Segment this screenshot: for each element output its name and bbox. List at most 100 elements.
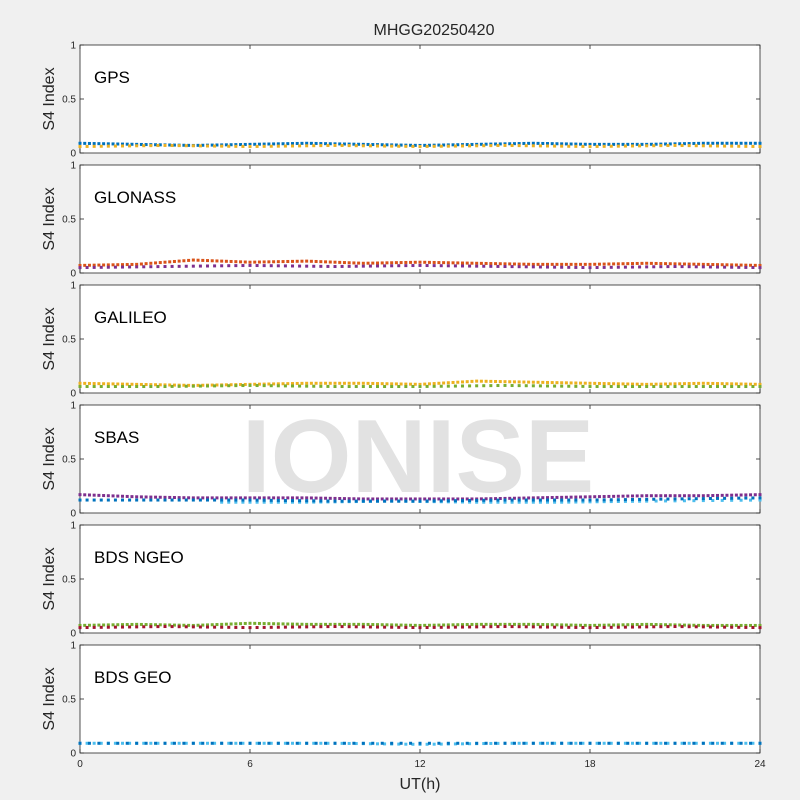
data-point	[753, 493, 757, 497]
data-point	[631, 144, 634, 148]
data-point	[354, 264, 358, 268]
data-point	[631, 625, 634, 629]
data-point	[354, 625, 358, 629]
data-point	[649, 382, 653, 386]
data-point	[687, 497, 691, 501]
data-point	[470, 379, 474, 383]
data-point	[579, 623, 583, 627]
data-point	[527, 262, 531, 266]
data-point	[340, 144, 344, 148]
data-point	[399, 382, 403, 386]
data-point	[97, 263, 101, 267]
data-point	[654, 494, 658, 498]
data-point	[725, 493, 729, 497]
data-point	[461, 499, 464, 503]
data-point	[640, 261, 644, 265]
series-1	[78, 383, 762, 389]
plot-area	[79, 644, 761, 754]
x-tick-label: 12	[414, 759, 426, 770]
data-point	[602, 500, 606, 504]
data-point	[309, 381, 313, 385]
data-point	[142, 498, 146, 502]
data-point	[276, 496, 280, 500]
data-point	[569, 741, 573, 745]
data-point	[694, 625, 698, 629]
data-point	[678, 382, 682, 386]
data-point	[512, 380, 516, 384]
data-point	[227, 741, 231, 745]
data-point	[113, 741, 117, 745]
data-point	[560, 623, 564, 627]
data-point	[635, 382, 639, 386]
data-point	[555, 623, 559, 627]
data-point	[361, 144, 365, 148]
y-tick-label: 0.5	[62, 95, 76, 106]
data-point	[390, 264, 394, 268]
data-point	[262, 622, 266, 626]
data-point	[116, 142, 120, 146]
data-point	[144, 495, 148, 499]
data-point	[730, 625, 734, 629]
data-point	[687, 385, 691, 389]
data-point	[739, 741, 743, 745]
data-point	[215, 496, 219, 500]
data-point	[701, 385, 705, 389]
data-point	[723, 496, 727, 500]
data-point	[172, 623, 176, 627]
data-point	[437, 261, 441, 265]
data-point	[659, 262, 663, 266]
data-point	[215, 143, 219, 147]
data-point	[583, 262, 587, 266]
data-point	[649, 142, 653, 146]
data-point	[446, 623, 450, 627]
data-point	[85, 626, 89, 630]
data-point	[581, 498, 585, 502]
data-point	[708, 497, 712, 501]
data-point	[142, 625, 146, 629]
data-point	[546, 498, 549, 502]
data-point	[312, 384, 316, 388]
data-point	[753, 382, 757, 386]
data-point	[510, 265, 514, 269]
data-point	[342, 497, 346, 501]
data-point	[257, 142, 261, 146]
plot-area	[79, 284, 761, 394]
data-point	[102, 623, 106, 627]
data-point	[121, 494, 124, 498]
data-point	[111, 382, 115, 386]
data-point	[482, 384, 486, 388]
data-point	[692, 623, 696, 627]
data-point	[368, 625, 372, 629]
data-point	[522, 380, 526, 384]
data-point	[106, 498, 110, 502]
data-point	[579, 495, 583, 499]
data-point	[257, 741, 261, 745]
data-point	[560, 144, 564, 148]
data-point	[158, 143, 162, 147]
data-point	[494, 379, 498, 383]
data-point	[749, 741, 753, 745]
data-point	[163, 623, 167, 627]
data-point	[99, 385, 103, 389]
data-point	[652, 497, 656, 501]
data-point	[376, 264, 379, 268]
data-point	[489, 625, 493, 629]
data-point	[720, 741, 724, 745]
data-point	[635, 494, 639, 498]
y-tick-label: 1	[70, 521, 76, 532]
data-point	[326, 741, 330, 745]
data-point	[692, 262, 696, 266]
data-point	[432, 623, 436, 627]
data-point	[744, 265, 748, 269]
data-point	[564, 262, 568, 266]
data-point	[201, 258, 205, 262]
plot-area	[79, 164, 761, 274]
data-point	[154, 143, 158, 147]
data-point	[645, 499, 649, 503]
data-point	[602, 385, 606, 389]
data-point	[692, 499, 696, 503]
data-point	[154, 383, 158, 387]
data-point	[300, 259, 304, 263]
data-point	[524, 625, 528, 629]
data-point	[503, 262, 507, 266]
